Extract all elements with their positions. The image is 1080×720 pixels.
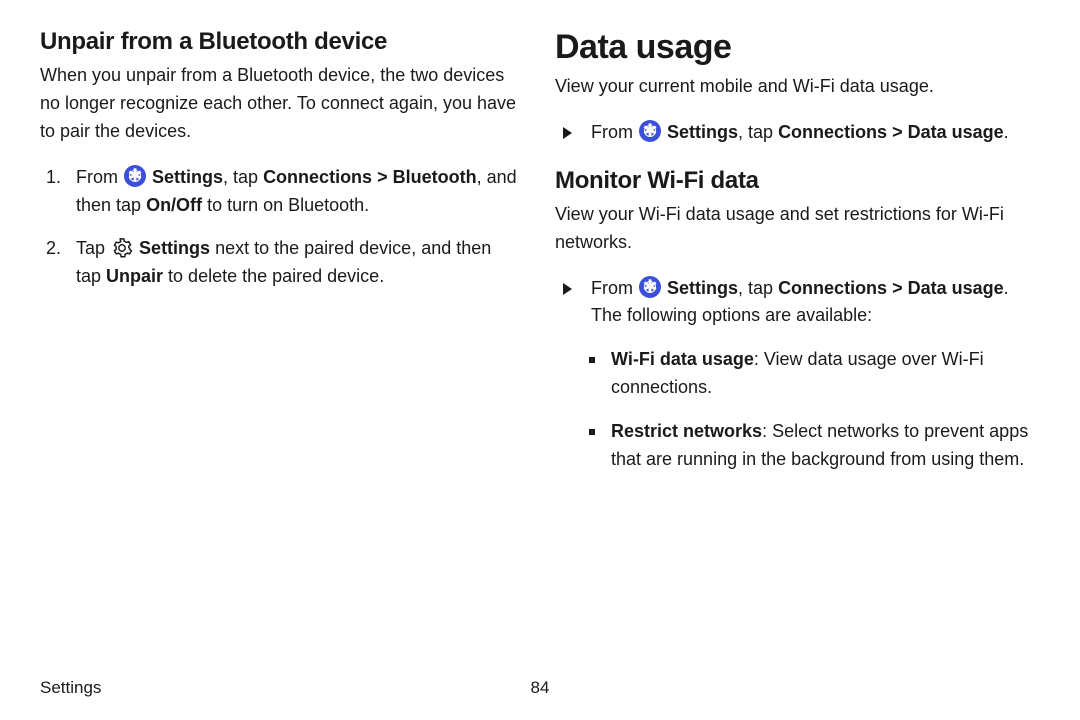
unpair-intro: When you unpair from a Bluetooth device,…	[40, 62, 520, 146]
monitor-wifi-intro: View your Wi-Fi data usage and set restr…	[555, 201, 1035, 257]
page-columns: Unpair from a Bluetooth device When you …	[40, 28, 1040, 494]
settings-icon	[639, 120, 661, 142]
step-2: Tap Settings next to the paired device, …	[46, 235, 520, 291]
left-column: Unpair from a Bluetooth device When you …	[40, 28, 520, 494]
data-usage-intro: View your current mobile and Wi-Fi data …	[555, 73, 1035, 101]
footer-section: Settings	[40, 678, 101, 698]
data-usage-heading: Data usage	[555, 28, 1035, 67]
wifi-options-list: Wi-Fi data usage: View data usage over W…	[589, 346, 1035, 474]
settings-icon	[639, 276, 661, 298]
gear-icon	[111, 237, 133, 259]
option-restrict-networks: Restrict networks: Select networks to pr…	[589, 418, 1035, 474]
data-usage-step: From Settings, tap Connections > Data us…	[561, 119, 1035, 147]
settings-icon	[124, 165, 146, 187]
option-wifi-data-usage: Wi-Fi data usage: View data usage over W…	[589, 346, 1035, 402]
monitor-wifi-heading: Monitor Wi-Fi data	[555, 167, 1035, 195]
footer-page-number: 84	[531, 678, 550, 698]
right-column: Data usage View your current mobile and …	[555, 28, 1035, 494]
page-footer: Settings 84	[40, 678, 1040, 698]
unpair-steps: From Settings, tap Connections > Bluetoo…	[46, 164, 520, 292]
unpair-heading: Unpair from a Bluetooth device	[40, 28, 520, 56]
monitor-wifi-step: From Settings, tap Connections > Data us…	[561, 275, 1035, 331]
step-1: From Settings, tap Connections > Bluetoo…	[46, 164, 520, 220]
